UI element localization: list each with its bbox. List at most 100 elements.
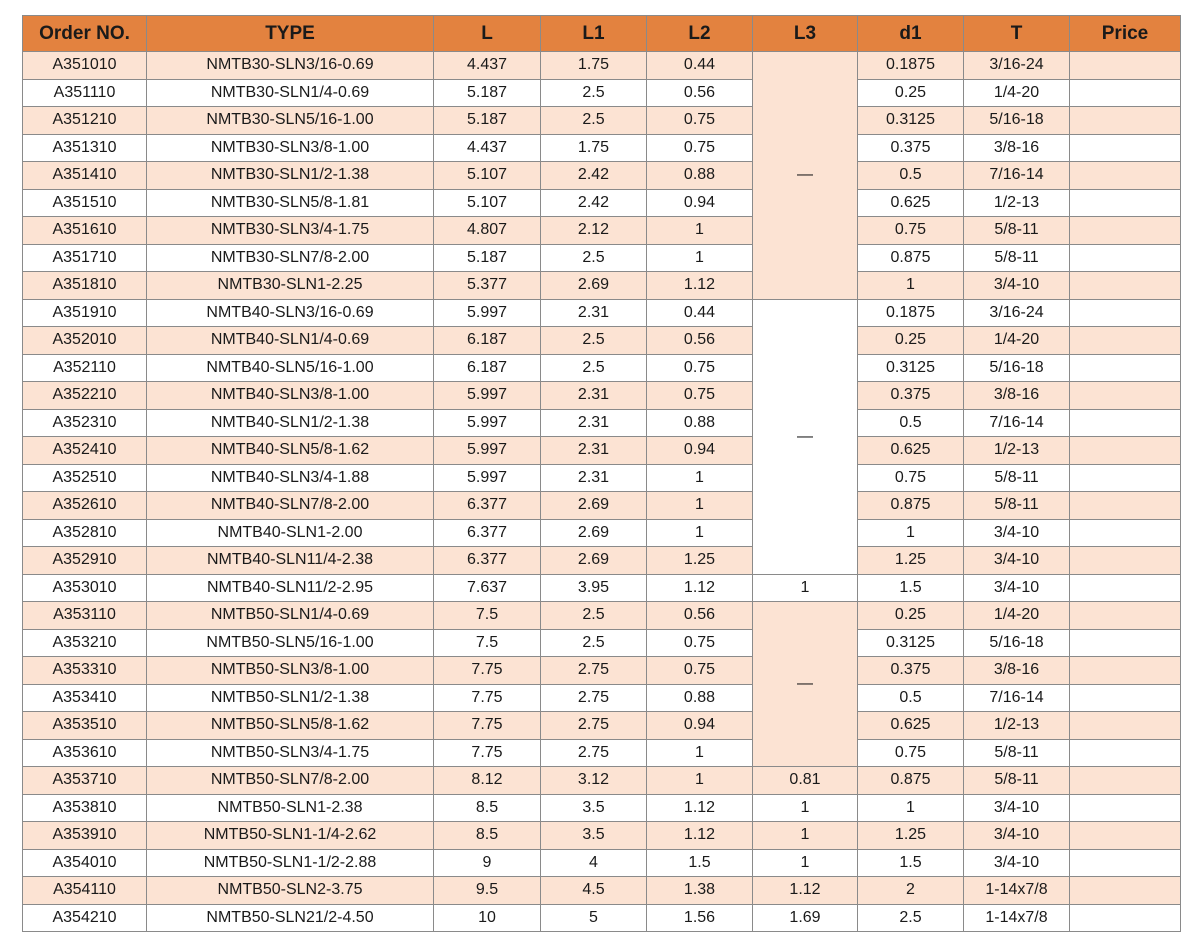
table-row: A354210 NMTB50-SLN21/2-4.50 10 5 1.56 1.69 2.5… (22, 903, 1181, 932)
table-row: A353110 NMTB50-SLN1/4-0.69 7.5 2.5 0.56—0.25… (22, 601, 1181, 767)
table-cell: A352810 (22, 518, 147, 547)
table-cell: 6.187 (433, 326, 541, 355)
table-row: A351610 NMTB30-SLN3/4-1.75 4.807 2.12 1 0.75 5… (22, 216, 1181, 245)
table-cell: 1 (752, 821, 858, 850)
table-cell: 2.5 (540, 628, 647, 657)
table-cell: 0.875 (857, 243, 964, 272)
table-cell: NMTB50-SLN5/16-1.00 (146, 628, 434, 657)
table-cell: 1 (646, 463, 753, 492)
table-cell: 2.5 (540, 106, 647, 135)
table-cell: 3/16-24 (963, 51, 1070, 80)
table-cell: 0.3125 (857, 628, 964, 657)
table-cell: 2.31 (540, 381, 647, 410)
table-cell: 3/8-16 (963, 656, 1070, 685)
price-cell (1069, 216, 1181, 245)
price-cell (1069, 601, 1181, 630)
table-cell: 5/8-11 (963, 216, 1070, 245)
table-cell: 0.75 (646, 656, 753, 685)
table-cell: NMTB40-SLN3/8-1.00 (146, 381, 434, 410)
table-cell: — (752, 601, 858, 767)
table-cell: 1/4-20 (963, 601, 1070, 630)
header-cell: TYPE (146, 15, 434, 52)
table-cell: 1 (752, 573, 858, 602)
table-cell: 0.56 (646, 326, 753, 355)
table-row: A353910 NMTB50-SLN1-1/4-2.62 8.5 3.5 1.12 1 1.… (22, 821, 1181, 850)
table-cell: 4.5 (540, 876, 647, 905)
table-cell: A352910 (22, 546, 147, 575)
table-row: A352510 NMTB40-SLN3/4-1.88 5.997 2.31 1 0.75 5… (22, 463, 1181, 492)
price-cell (1069, 298, 1181, 327)
price-cell (1069, 381, 1181, 410)
table-cell: 0.25 (857, 601, 964, 630)
table-cell: NMTB40-SLN5/16-1.00 (146, 353, 434, 382)
table-cell: 2.31 (540, 298, 647, 327)
table-cell: 0.75 (857, 738, 964, 767)
table-row: A351110 NMTB30-SLN1/4-0.69 5.187 2.5 0.56 0.2… (22, 78, 1181, 107)
table-cell: 0.5 (857, 161, 964, 190)
table-cell: NMTB50-SLN7/8-2.00 (146, 766, 434, 795)
table-row: A352110 NMTB40-SLN5/16-1.00 6.187 2.5 0.75 0.… (22, 353, 1181, 382)
table-row: A351410 NMTB30-SLN1/2-1.38 5.107 2.42 0.88 0.… (22, 161, 1181, 190)
table-cell: 2.12 (540, 216, 647, 245)
table-row: A351810 NMTB30-SLN1-2.25 5.377 2.69 1.12 1 3/4… (22, 271, 1181, 300)
price-cell (1069, 518, 1181, 547)
table-cell: 1.75 (540, 51, 647, 80)
table-cell: 5.997 (433, 298, 541, 327)
table-cell: 5.107 (433, 161, 541, 190)
header-cell: L2 (646, 15, 753, 52)
table-cell: 5/8-11 (963, 243, 1070, 272)
table-cell: 3/4-10 (963, 546, 1070, 575)
price-cell (1069, 436, 1181, 465)
header-cell: T (963, 15, 1070, 52)
table-cell: 2.42 (540, 188, 647, 217)
table-cell: A354010 (22, 848, 147, 877)
table-cell: NMTB30-SLN7/8-2.00 (146, 243, 434, 272)
table-cell: A353910 (22, 821, 147, 850)
table-cell: 2.5 (540, 78, 647, 107)
table-cell: 2.69 (540, 491, 647, 520)
table-cell: — (752, 51, 858, 300)
table-cell: 5.187 (433, 243, 541, 272)
header-row: Order NO. TYPE L L1 L2 L3 d1 T Price (22, 15, 1181, 52)
table-cell: 1.56 (646, 903, 753, 932)
table-cell: 3/4-10 (963, 821, 1070, 850)
header-cell: L3 (752, 15, 858, 52)
table-cell: 0.3125 (857, 353, 964, 382)
table-cell: A353810 (22, 793, 147, 822)
table-cell: 6.187 (433, 353, 541, 382)
table-cell: 7.5 (433, 601, 541, 630)
table-cell: 1.12 (646, 793, 753, 822)
table-cell: 0.375 (857, 133, 964, 162)
table-cell: 1 (857, 793, 964, 822)
table-row: A354110 NMTB50-SLN2-3.75 9.5 4.5 1.38 1.12 2 1-… (22, 876, 1181, 905)
table-cell: NMTB50-SLN1/2-1.38 (146, 683, 434, 712)
table-cell: 8.5 (433, 793, 541, 822)
table-cell: 2.5 (540, 326, 647, 355)
table-cell: NMTB50-SLN2-3.75 (146, 876, 434, 905)
table-row: A353410 NMTB50-SLN1/2-1.38 7.75 2.75 0.88 0.5… (22, 683, 1181, 712)
table-cell: A353010 (22, 573, 147, 602)
table-cell: 2.75 (540, 656, 647, 685)
table-row: A351910 NMTB40-SLN3/16-0.69 5.997 2.31 0.44—… (22, 298, 1181, 575)
table-cell: 7/16-14 (963, 408, 1070, 437)
table-cell: 4 (540, 848, 647, 877)
table-cell: NMTB40-SLN3/4-1.88 (146, 463, 434, 492)
price-cell (1069, 188, 1181, 217)
table-cell: 1/2-13 (963, 436, 1070, 465)
table-cell: 3/4-10 (963, 793, 1070, 822)
price-cell (1069, 821, 1181, 850)
table-cell: 2.31 (540, 463, 647, 492)
table-row: A351010 NMTB30-SLN3/16-0.69 4.437 1.75 0.44—… (22, 51, 1181, 300)
table-cell: 5.377 (433, 271, 541, 300)
table-row: A353310 NMTB50-SLN3/8-1.00 7.75 2.75 0.75 0.3… (22, 656, 1181, 685)
table-cell: 7.637 (433, 573, 541, 602)
table-cell: A351710 (22, 243, 147, 272)
table-row: A351210 NMTB30-SLN5/16-1.00 5.187 2.5 0.75 0.… (22, 106, 1181, 135)
price-cell (1069, 711, 1181, 740)
table-cell: A351310 (22, 133, 147, 162)
table-cell: 7.75 (433, 656, 541, 685)
table-cell: 7.5 (433, 628, 541, 657)
price-cell (1069, 133, 1181, 162)
table-cell: 1.5 (857, 573, 964, 602)
table-cell: 5/8-11 (963, 491, 1070, 520)
